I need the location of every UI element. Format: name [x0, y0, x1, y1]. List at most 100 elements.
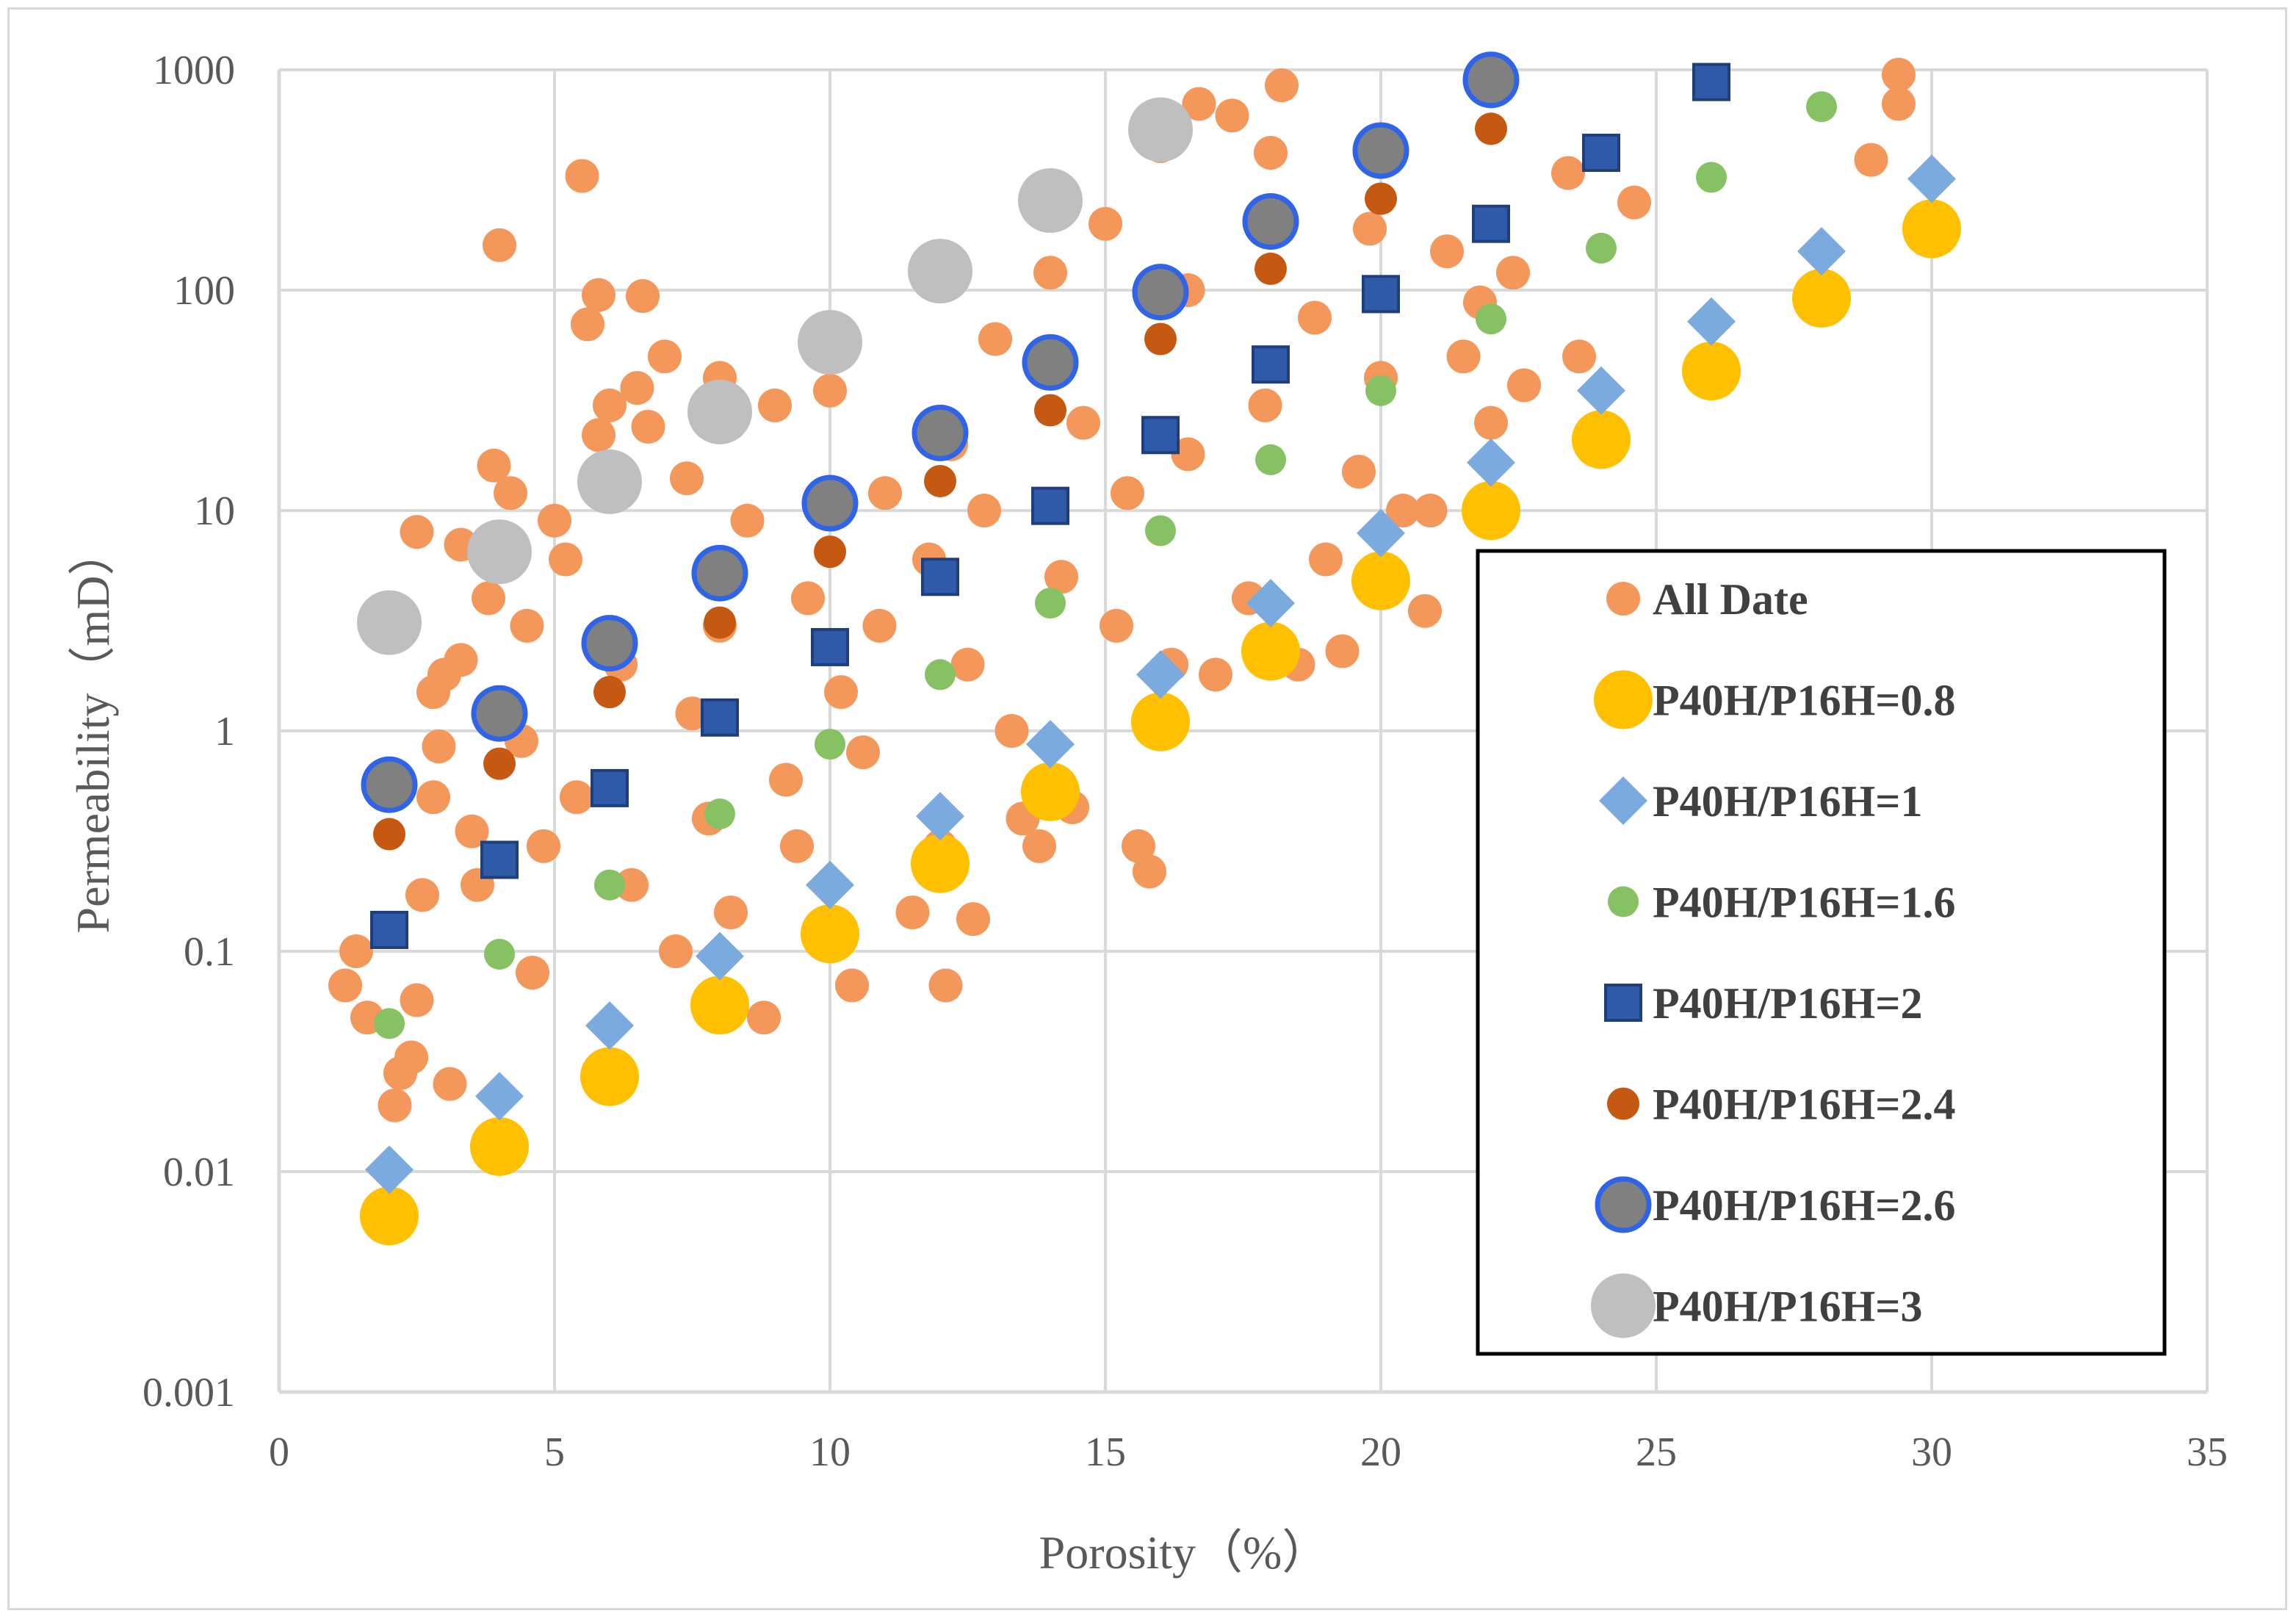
point-all	[868, 476, 902, 511]
point-all	[1353, 212, 1387, 246]
point-all	[494, 476, 527, 511]
legend-marker-p16	[1608, 886, 1639, 917]
point-all	[956, 902, 990, 937]
point-all	[378, 1088, 412, 1122]
point-p16	[815, 729, 845, 760]
point-all	[1342, 455, 1376, 489]
point-all	[1562, 339, 1596, 374]
legend-label-p1: P40H/P16H=1	[1653, 777, 1923, 826]
point-p24	[704, 606, 736, 639]
point-all	[620, 371, 654, 405]
legend-label-p24: P40H/P16H=2.4	[1653, 1081, 1956, 1129]
point-all	[1551, 156, 1585, 190]
y-tick-label: 1	[214, 709, 235, 754]
point-p08	[1792, 268, 1851, 328]
point-p1	[365, 1145, 414, 1194]
point-p08	[1902, 199, 1961, 259]
point-all	[747, 1000, 781, 1035]
point-all	[527, 829, 560, 863]
point-all	[780, 829, 814, 863]
point-all	[339, 934, 373, 968]
point-p16	[1476, 303, 1506, 335]
point-p26	[581, 615, 638, 672]
point-all	[571, 307, 604, 342]
point-p1	[1907, 154, 1956, 203]
x-tick-label: 35	[2187, 1429, 2228, 1475]
x-tick-label: 0	[269, 1429, 289, 1475]
point-p2	[1582, 134, 1620, 173]
point-all	[1248, 388, 1282, 422]
point-all	[593, 388, 627, 422]
point-p26	[911, 404, 969, 461]
point-p26	[691, 544, 748, 602]
y-tick-label: 100	[173, 268, 235, 314]
point-p08	[470, 1117, 529, 1176]
point-all	[978, 322, 1012, 356]
point-all	[928, 968, 963, 1003]
point-all	[824, 675, 858, 710]
point-all	[1265, 68, 1299, 103]
point-all	[1111, 476, 1144, 511]
point-all	[714, 895, 748, 930]
point-p16	[484, 938, 515, 970]
point-p24	[924, 464, 956, 497]
tick-labels: 0 5 10 15 20 25 30 35 0.001 0.01 0.1 1 10 100 1000	[142, 48, 2228, 1475]
point-all	[813, 373, 847, 408]
point-p26	[471, 685, 528, 742]
series-p2	[370, 62, 1730, 949]
series-p3	[357, 97, 1193, 655]
point-all	[730, 503, 765, 538]
x-axis-title: Porosity（%）	[1039, 1526, 1329, 1579]
y-tick-label: 1000	[153, 48, 235, 93]
point-all	[967, 494, 1001, 527]
point-p16	[1145, 515, 1176, 547]
point-all	[1254, 136, 1288, 170]
series-p08	[360, 199, 1961, 1246]
legend-marker-p2	[1604, 984, 1642, 1022]
point-p2	[1031, 486, 1069, 525]
point-all	[791, 581, 825, 616]
point-p08	[1572, 410, 1631, 469]
point-all	[1033, 256, 1067, 290]
x-tick-label: 5	[544, 1429, 565, 1475]
point-p24	[593, 676, 626, 709]
point-all	[1122, 829, 1155, 863]
point-all	[1325, 634, 1360, 668]
point-all	[1854, 143, 1888, 177]
point-p16	[1365, 375, 1396, 406]
point-p16	[374, 1008, 405, 1039]
point-all	[400, 983, 434, 1017]
point-p1	[1246, 579, 1295, 628]
point-p24	[1365, 182, 1397, 215]
point-p3	[357, 590, 422, 655]
point-all	[328, 968, 362, 1003]
point-all	[994, 714, 1029, 748]
point-all	[444, 643, 478, 677]
point-all	[631, 409, 665, 444]
point-p24	[1144, 322, 1177, 356]
point-p1	[1797, 227, 1846, 276]
legend-label-p26: P40H/P16H=2.6	[1653, 1181, 1956, 1230]
y-tick-label: 10	[194, 488, 235, 534]
point-p1	[1577, 366, 1625, 415]
point-p24	[373, 818, 405, 851]
point-p08	[1462, 481, 1520, 540]
point-p3	[577, 449, 642, 514]
point-p1	[1357, 508, 1405, 558]
point-p2	[480, 840, 519, 879]
point-all	[1496, 256, 1530, 290]
point-all	[483, 228, 516, 262]
point-all	[400, 515, 434, 549]
point-all	[416, 780, 450, 815]
point-p3	[798, 309, 862, 375]
point-p2	[1252, 345, 1290, 384]
point-all	[1066, 405, 1100, 440]
point-all	[670, 461, 704, 496]
point-all	[1386, 494, 1420, 527]
point-all	[835, 968, 869, 1003]
data-points	[328, 51, 1961, 1246]
legend-label-p16: P40H/P16H=1.6	[1653, 879, 1956, 927]
point-all	[477, 448, 511, 483]
point-p2	[591, 768, 629, 807]
